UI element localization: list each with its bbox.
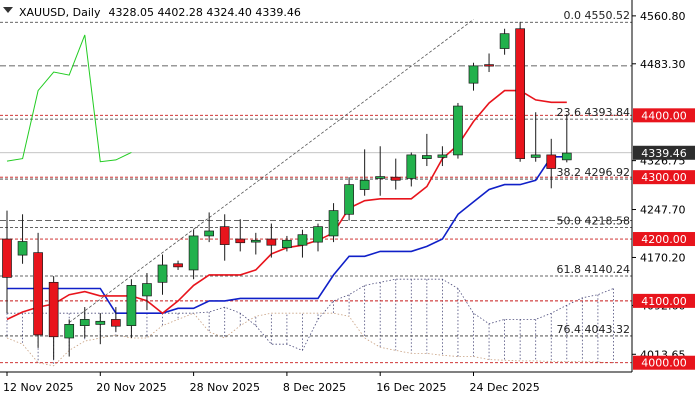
candle-body	[142, 283, 152, 297]
candle-body	[344, 184, 354, 215]
candle-body	[235, 238, 246, 244]
candle-body	[173, 263, 183, 268]
price-badge-label: 4100.00	[641, 295, 687, 308]
candle-body	[453, 105, 463, 156]
price-badge-label: 4000.00	[641, 357, 687, 370]
ichimoku-cloud	[6, 278, 614, 367]
candle-body	[204, 230, 214, 237]
candle-body	[219, 226, 230, 245]
symbol-label: XAUUSD	[19, 6, 66, 19]
candle-body	[2, 238, 12, 278]
candle-body	[48, 281, 59, 338]
price-badge	[633, 145, 695, 160]
candle-body	[499, 33, 510, 49]
candle-body	[126, 285, 137, 326]
candle-body	[33, 252, 43, 336]
fibonacci-label: 50.0 4218.58	[557, 215, 630, 228]
candle-body	[313, 226, 323, 243]
chikou-span-line	[6, 34, 132, 163]
candle-body	[282, 239, 292, 249]
candle-body	[79, 319, 90, 326]
candle-body	[484, 64, 494, 67]
y-tick-label: 4247.70	[640, 204, 686, 217]
ohlc-readout: 4328.05 4402.28 4324.40 4339.46	[108, 6, 300, 19]
timeframe-label: , Daily	[66, 6, 101, 19]
x-tick-label: 12 Nov 2025	[3, 381, 73, 394]
x-tick-label: 8 Dec 2025	[283, 381, 346, 394]
price-badge-label: 4400.00	[641, 109, 687, 122]
candle-body	[64, 324, 75, 339]
candle-body	[359, 179, 370, 190]
fibonacci-labels: 0.0 4550.52 23.6 4393.84 38.2 4296.92 50.0 …	[557, 9, 630, 336]
candle-body	[250, 239, 261, 243]
x-tick-label: 16 Dec 2025	[376, 381, 446, 394]
price-badge	[633, 232, 695, 247]
candle-body	[515, 28, 526, 159]
kijun-sen-line	[7, 156, 567, 314]
time-axis: 12 Nov 2025 20 Nov 2025 28 Nov 2025 8 Dec 2…	[3, 372, 540, 394]
candle-body	[95, 320, 106, 325]
trendline-layer	[68, 19, 474, 323]
y-tick-label: 4483.30	[640, 58, 686, 71]
x-tick-label: 20 Nov 2025	[96, 381, 166, 394]
candle-body	[422, 155, 432, 159]
candle-body	[17, 241, 28, 256]
candle-body	[390, 176, 401, 181]
x-tick-label: 24 Dec 2025	[470, 381, 540, 394]
collapse-arrow-icon[interactable]	[3, 7, 13, 13]
trendline	[68, 19, 474, 323]
fibonacci-label: 38.2 4296.92	[557, 166, 630, 179]
y-tick-label: 4170.20	[640, 251, 686, 264]
horizontal-levels	[0, 21, 632, 364]
candle-body	[561, 152, 572, 161]
senkou-span-b-line	[6, 312, 614, 367]
candle-body	[546, 154, 557, 169]
price-badge-label: 4339.46	[641, 147, 687, 160]
chart-header: XAUUSD , Daily 4328.05 4402.28 4324.40 4…	[3, 6, 301, 19]
candle-body	[375, 176, 386, 179]
fibonacci-label: 23.6 4393.84	[557, 106, 630, 119]
price-badge	[633, 355, 695, 370]
candle-body	[530, 154, 541, 158]
y-tick-label: 4560.80	[640, 10, 686, 23]
candles	[2, 21, 572, 360]
senkou-span-a-line	[7, 278, 614, 351]
price-badge-label: 4200.00	[641, 233, 687, 246]
candle-body	[266, 238, 277, 246]
candle-body	[468, 65, 479, 84]
price-badge	[633, 108, 695, 123]
x-tick-label: 28 Nov 2025	[190, 381, 260, 394]
tenkan-sen-line	[6, 89, 567, 321]
candle-body	[110, 319, 121, 327]
candle-body	[157, 264, 168, 283]
fibonacci-label: 61.8 4140.24	[557, 263, 630, 276]
price-badge	[633, 170, 695, 185]
candle-body	[297, 234, 308, 246]
price-badge	[633, 293, 695, 308]
price-axis: 4560.804483.304326.754247.704170.204092.…	[0, 0, 695, 373]
candle-body	[406, 154, 417, 179]
fibonacci-label: 76.4 4043.32	[557, 323, 630, 336]
candle-body	[328, 210, 339, 237]
candle-body	[188, 235, 199, 271]
fibonacci-label: 0.0 4550.52	[564, 9, 630, 22]
price-badge-label: 4300.00	[641, 171, 687, 184]
candle-body	[437, 154, 448, 158]
